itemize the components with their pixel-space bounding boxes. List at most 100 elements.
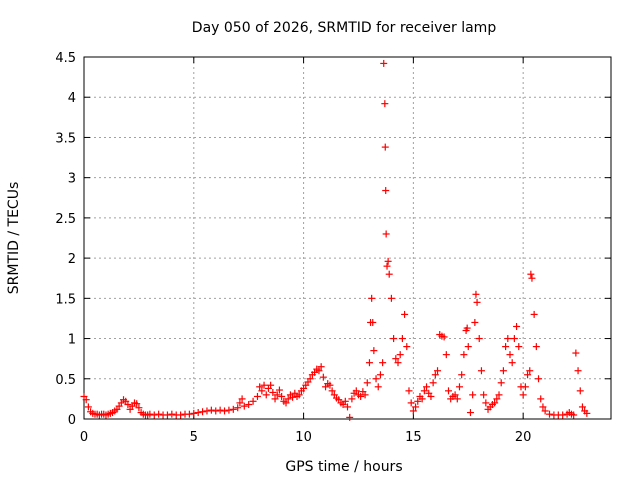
data-point	[414, 397, 422, 405]
x-tick-label: 0	[80, 430, 88, 445]
data-point	[464, 343, 472, 351]
data-point	[532, 343, 540, 351]
data-point	[155, 410, 163, 418]
data-point	[463, 324, 471, 332]
data-point	[445, 387, 453, 395]
data-point	[572, 349, 580, 357]
data-point	[382, 187, 390, 195]
data-point	[482, 399, 490, 407]
data-point	[133, 400, 141, 408]
data-point	[493, 395, 501, 403]
data-point	[82, 396, 90, 404]
data-point	[271, 395, 279, 403]
data-point	[225, 406, 233, 414]
data-point	[546, 410, 554, 418]
grid	[84, 57, 611, 419]
data-point	[383, 262, 391, 270]
x-tick-label: 5	[190, 430, 198, 445]
y-tick-label: 1	[68, 333, 76, 348]
data-point	[390, 335, 398, 343]
data-point	[328, 387, 336, 395]
data-point	[381, 143, 389, 151]
data-point	[124, 401, 132, 409]
data-point	[412, 403, 420, 411]
data-point	[473, 298, 481, 306]
data-point	[385, 270, 393, 278]
data-point	[212, 407, 220, 415]
data-point	[282, 399, 290, 407]
data-point	[398, 335, 406, 343]
data-point	[537, 395, 545, 403]
data-point	[194, 409, 202, 417]
data-point	[370, 347, 378, 355]
data-point	[521, 383, 529, 391]
data-point	[319, 373, 327, 381]
y-axis-label: SRMTID / TECUs	[6, 182, 22, 295]
chart-title: Day 050 of 2026, SRMTID for receiver lam…	[192, 20, 497, 36]
x-tick-label: 10	[295, 430, 312, 445]
data-point	[508, 359, 516, 367]
data-point	[499, 367, 507, 375]
plot-frame	[83, 56, 612, 420]
data-point	[502, 343, 510, 351]
data-point	[368, 294, 376, 302]
data-point	[495, 391, 503, 399]
data-point	[519, 391, 527, 399]
data-point	[384, 257, 392, 265]
data-point	[497, 379, 505, 387]
data-point	[387, 294, 395, 302]
data-point	[541, 407, 549, 415]
data-point	[559, 411, 567, 419]
data-point	[380, 59, 388, 67]
data-point	[539, 403, 547, 411]
data-point	[376, 371, 384, 379]
data-point	[346, 413, 354, 421]
data-point	[374, 383, 382, 391]
data-point	[515, 343, 523, 351]
data-point	[203, 407, 211, 415]
data-point	[379, 359, 387, 367]
data-point	[510, 335, 518, 343]
data-point	[527, 270, 535, 278]
data-point	[289, 393, 297, 401]
data-point	[528, 274, 536, 282]
data-point	[262, 391, 270, 399]
y-tick-label: 3	[68, 172, 76, 187]
data-point	[150, 411, 158, 419]
data-point	[401, 310, 409, 318]
data-point	[326, 381, 334, 389]
data-point	[372, 375, 380, 383]
data-point	[221, 407, 229, 415]
axis-ticks: 0 0.5 1 1.5 2 2.5 3 3.5 4 4.5 0 5 10 15 20	[55, 51, 611, 445]
y-tick-label: 3.5	[55, 131, 76, 146]
data-point	[453, 395, 461, 403]
data-point	[434, 367, 442, 375]
data-point	[363, 379, 371, 387]
data-point	[295, 391, 303, 399]
data-point	[524, 371, 532, 379]
data-point	[275, 386, 283, 394]
data-point	[394, 359, 402, 367]
data-point	[284, 395, 292, 403]
data-point	[535, 375, 543, 383]
data-points	[80, 59, 591, 421]
data-point	[256, 383, 264, 391]
data-point	[570, 411, 578, 419]
data-point	[431, 371, 439, 379]
data-point	[440, 333, 448, 341]
data-point	[269, 388, 277, 396]
data-point	[234, 404, 242, 412]
data-point	[576, 387, 584, 395]
data-point	[583, 409, 591, 417]
data-point	[469, 391, 477, 399]
data-point	[240, 402, 248, 410]
data-point	[344, 403, 351, 411]
data-point	[199, 408, 207, 416]
data-point	[472, 290, 480, 298]
data-point	[207, 406, 215, 414]
data-point	[466, 409, 474, 417]
data-point	[513, 322, 521, 330]
data-point	[480, 391, 488, 399]
data-point	[357, 392, 365, 400]
y-tick-label: 0	[68, 413, 76, 428]
